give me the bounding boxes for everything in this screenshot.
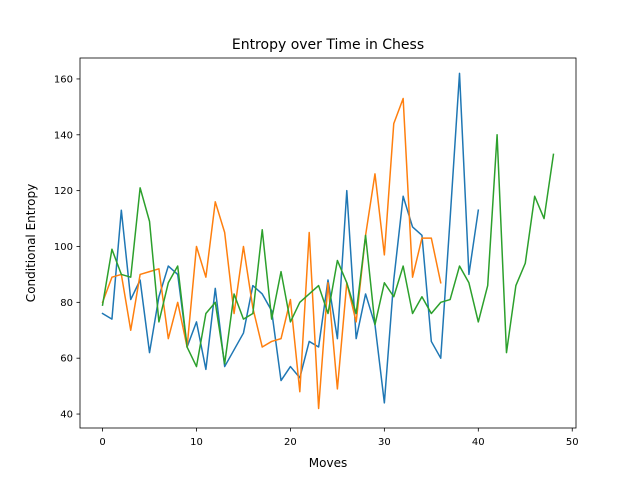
y-axis-label: Conditional Entropy	[24, 184, 38, 302]
y-tick-label: 40	[60, 410, 73, 421]
series-line-3	[101, 134, 555, 368]
chart-title: Entropy over Time in Chess	[232, 37, 424, 53]
y-tick-label: 120	[54, 186, 73, 197]
y-tick-label: 80	[60, 298, 73, 309]
x-tick-label: 40	[472, 437, 485, 448]
x-tick-label: 30	[378, 437, 391, 448]
x-tick-label: 20	[284, 437, 297, 448]
y-tick-label: 100	[54, 242, 73, 253]
y-tick-label: 140	[54, 130, 73, 141]
x-tick-label: 10	[190, 437, 203, 448]
series-line-2	[101, 97, 442, 410]
y-tick-label: 60	[60, 354, 73, 365]
series-line-1	[101, 72, 480, 404]
x-axis-label: Moves	[309, 456, 347, 470]
y-tick-label: 160	[54, 74, 73, 85]
plot-frame	[79, 57, 577, 429]
x-tick-label: 0	[99, 437, 105, 448]
x-tick-label: 50	[566, 437, 579, 448]
